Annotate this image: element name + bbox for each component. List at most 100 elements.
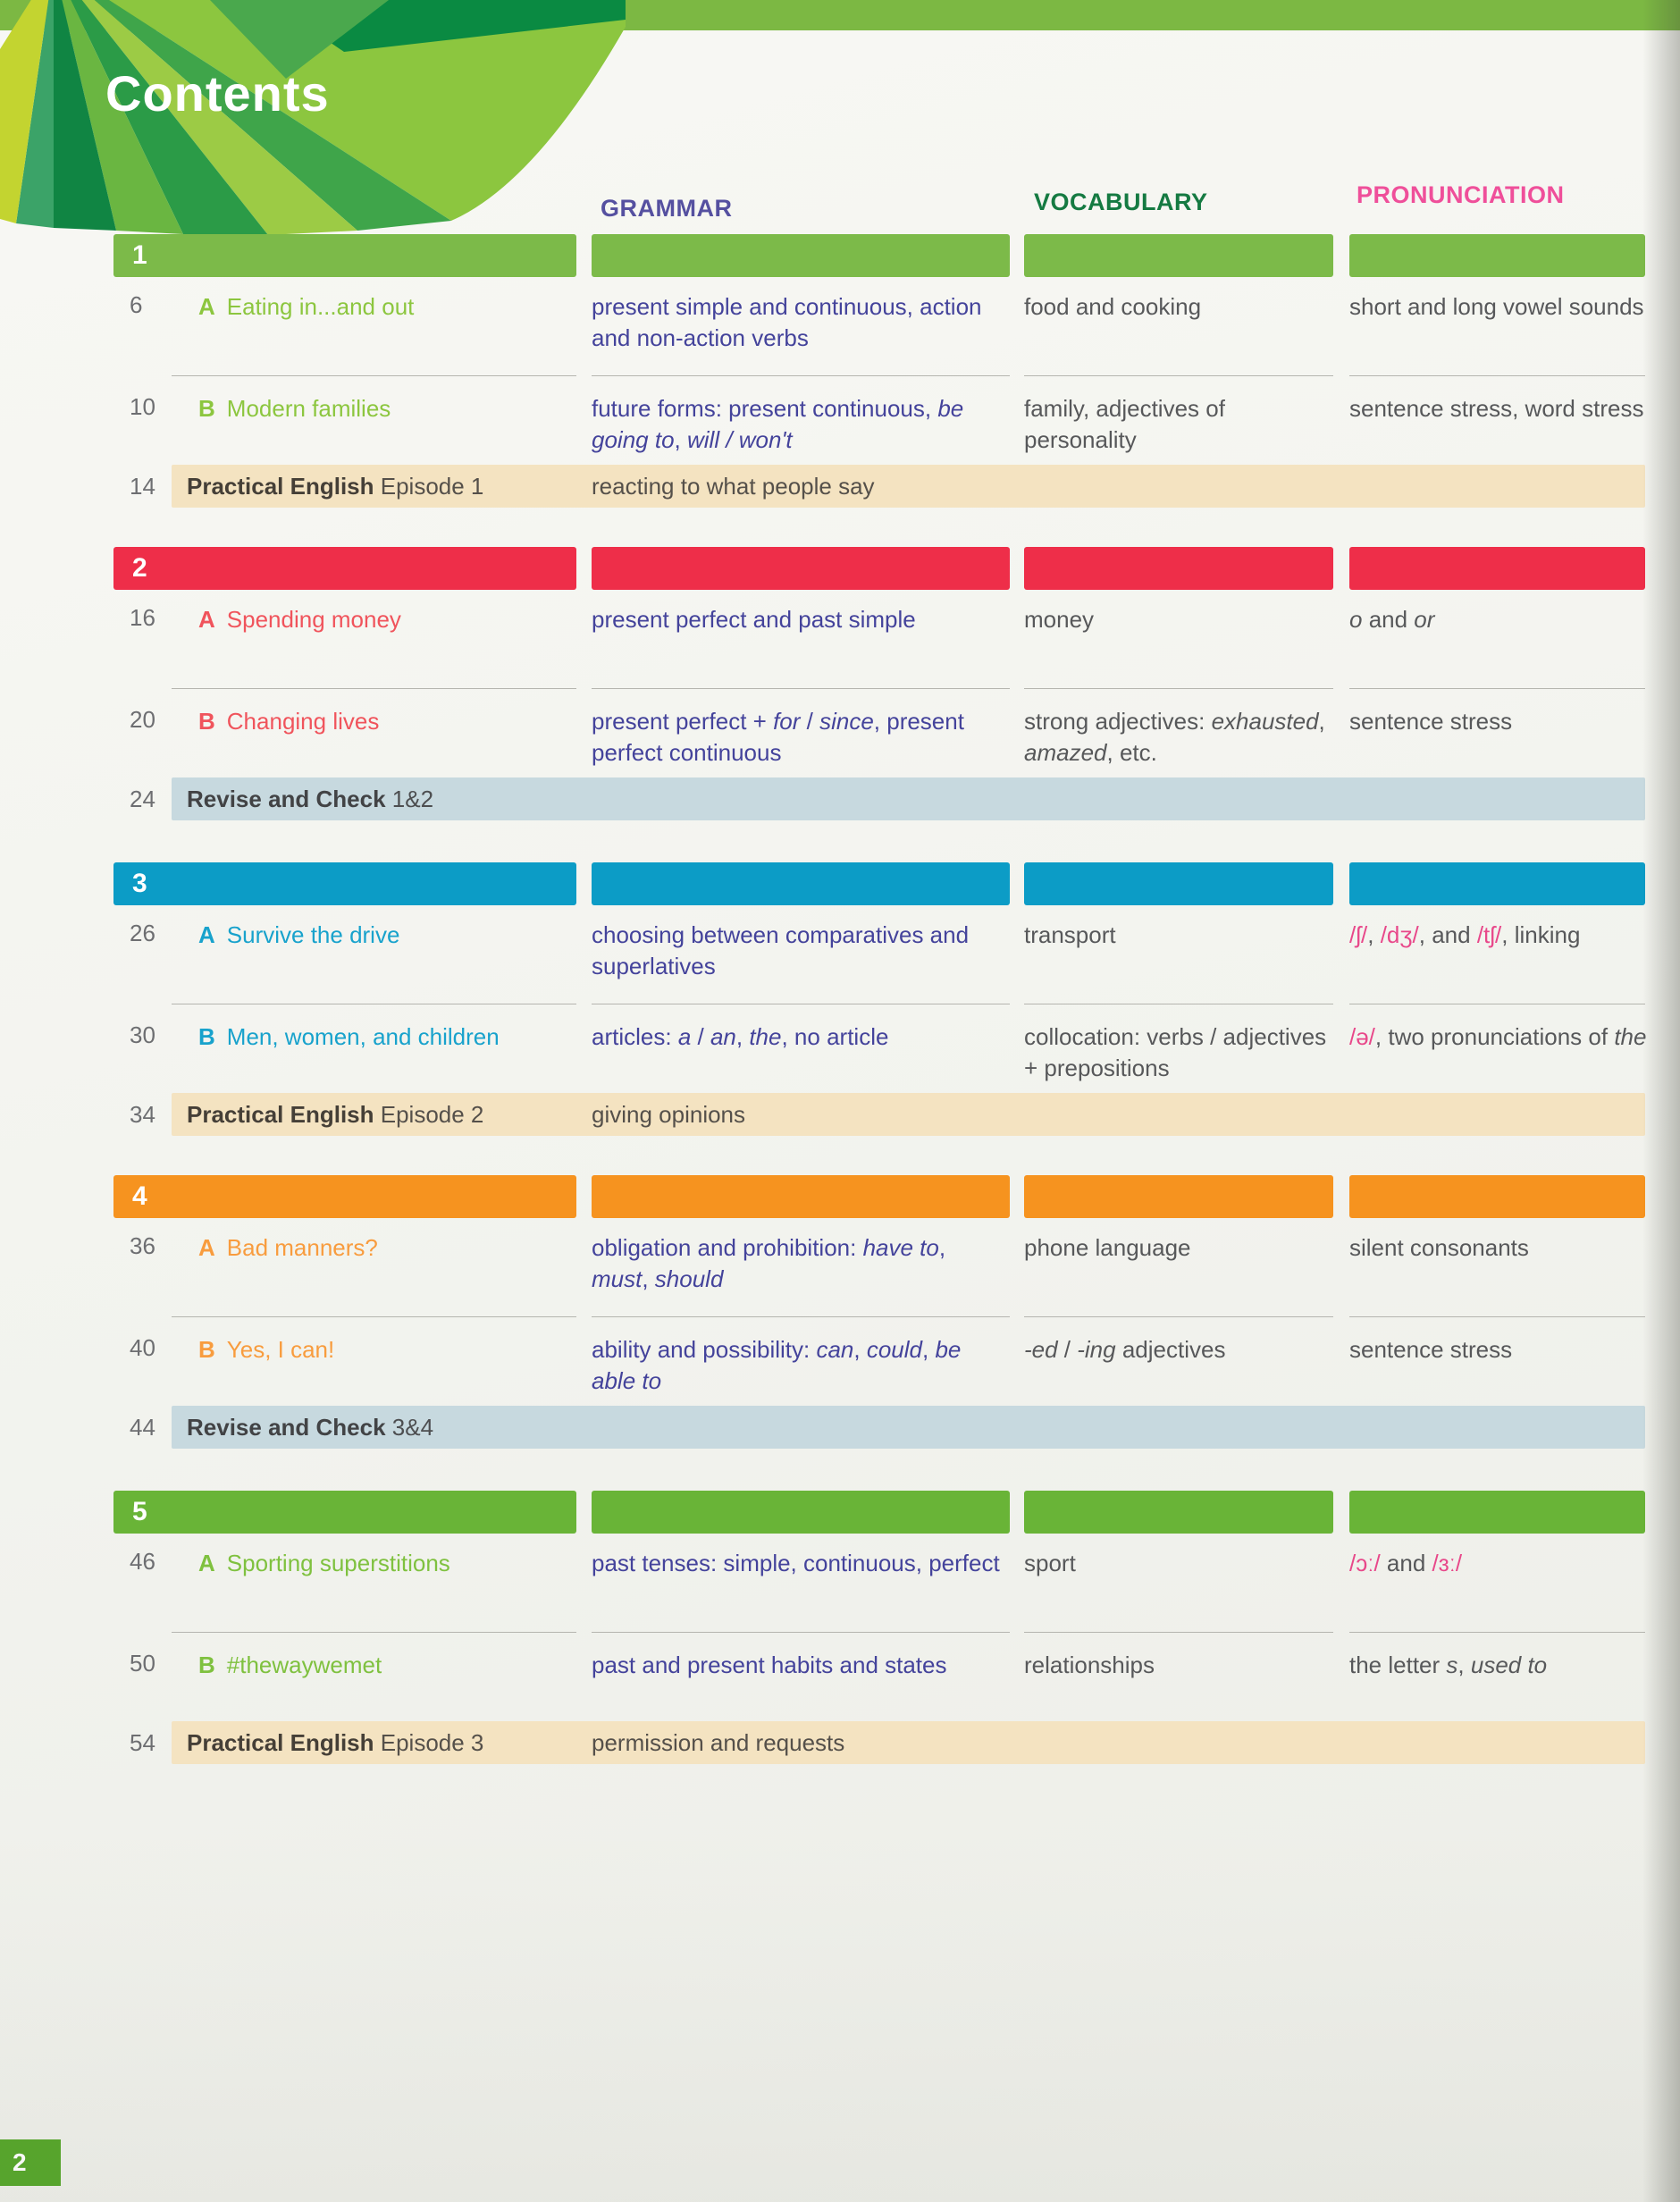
grammar-cell: past and present habits and states — [592, 1652, 947, 1678]
unit-section-4: 4 36 A Bad manners? obligation and prohib… — [113, 1175, 1645, 1449]
page-ref: 24 — [130, 786, 155, 812]
vocabulary-cell: family, adjectives of personality — [1024, 395, 1225, 453]
unit-number: 1 — [132, 240, 147, 270]
grammar-cell: ability and possibility: can, could, be … — [592, 1336, 962, 1394]
page-number-badge: 2 — [0, 2139, 61, 2186]
unit-4-title-bar: 4 — [113, 1175, 576, 1218]
column-header-grammar: GRAMMAR — [601, 195, 733, 222]
unit-4-pronunciation-bar — [1349, 1175, 1645, 1218]
unit-3-vocabulary-bar — [1024, 862, 1333, 905]
lesson-letter: A — [198, 1234, 215, 1261]
lesson-title: A Survive the drive — [198, 920, 583, 951]
lesson-title-text: Sporting superstitions — [226, 1550, 450, 1576]
row-divider — [1349, 375, 1645, 376]
grammar-cell: present perfect + for / since, present p… — [592, 708, 964, 766]
row-divider — [1024, 1632, 1333, 1633]
pronunciation-cell: /ʃ/, /dʒ/, and /tʃ/, linking — [1349, 921, 1581, 948]
unit-5-grammar-bar — [592, 1491, 1010, 1534]
band-detail: giving opinions — [592, 1101, 746, 1128]
band-label: Revise and Check 3&4 — [187, 1414, 434, 1441]
lesson-letter: A — [198, 293, 215, 320]
grammar-cell: obligation and prohibition: have to, mus… — [592, 1234, 946, 1292]
vocabulary-cell: transport — [1024, 921, 1116, 948]
unit-1-title-bar: 1 — [113, 234, 576, 277]
pronunciation-cell: o and or — [1349, 606, 1435, 633]
vocabulary-cell: strong adjectives: exhausted, amazed, et… — [1024, 708, 1325, 766]
page-ref: 44 — [130, 1414, 155, 1441]
grammar-cell: choosing between comparatives and superl… — [592, 921, 970, 979]
lesson-title: A Bad manners? — [198, 1232, 583, 1264]
unit-2-title-bar: 2 — [113, 547, 576, 590]
unit-2-grammar-bar — [592, 547, 1010, 590]
row-divider — [592, 688, 1010, 689]
unit-number: 2 — [132, 553, 147, 583]
page-ref: 36 — [130, 1232, 155, 1259]
vocabulary-cell: sport — [1024, 1550, 1076, 1576]
lesson-title-text: Changing lives — [226, 708, 380, 735]
lesson-letter: B — [198, 1336, 215, 1363]
pronunciation-cell: short and long vowel sounds — [1349, 293, 1644, 320]
lesson-title: A Spending money — [198, 604, 583, 635]
row-divider — [1024, 688, 1333, 689]
page-ref: 6 — [130, 291, 143, 318]
pronunciation-cell: sentence stress — [1349, 1336, 1513, 1363]
lesson-title: B Modern families — [198, 393, 583, 424]
page-ref: 40 — [130, 1334, 155, 1361]
vocabulary-cell: money — [1024, 606, 1095, 633]
row-divider — [592, 375, 1010, 376]
row-divider — [1024, 375, 1333, 376]
column-header-pronunciation: PRONUNCIATION — [1357, 181, 1565, 208]
row-divider — [172, 1632, 576, 1633]
unit-3-title-bar: 3 — [113, 862, 576, 905]
lesson-title: B #thewaywemet — [198, 1650, 583, 1681]
pronunciation-cell: the letter s, used to — [1349, 1652, 1548, 1678]
lesson-letter: B — [198, 1652, 215, 1678]
page-bottom-shading — [0, 1827, 1680, 2202]
vocabulary-cell: food and cooking — [1024, 293, 1202, 320]
page-ref: 16 — [130, 604, 155, 631]
unit-1-pronunciation-bar — [1349, 234, 1645, 277]
unit-3-grammar-bar — [592, 862, 1010, 905]
page-edge-shadow — [1642, 0, 1680, 2202]
lesson-title-text: Bad manners? — [226, 1234, 378, 1261]
page-ref: 34 — [130, 1101, 155, 1128]
lesson-letter: A — [198, 1550, 215, 1576]
pronunciation-cell: sentence stress — [1349, 708, 1513, 735]
unit-5-pronunciation-bar — [1349, 1491, 1645, 1534]
band-label: Practical English Episode 1 — [187, 473, 484, 500]
pronunciation-cell: silent consonants — [1349, 1234, 1529, 1261]
band-label: Practical English Episode 2 — [187, 1101, 484, 1128]
row-divider — [1349, 688, 1645, 689]
lesson-title-text: Eating in...and out — [226, 293, 415, 320]
page-ref: 54 — [130, 1729, 155, 1756]
lesson-title: A Eating in...and out — [198, 291, 583, 323]
page-ref: 46 — [130, 1548, 155, 1575]
vocabulary-cell: collocation: verbs / adjectives + prepos… — [1024, 1023, 1327, 1081]
unit-section-1: 1 6 A Eating in...and out present simple … — [113, 234, 1645, 508]
pronunciation-cell: /ɔː/ and /ɜː/ — [1349, 1550, 1463, 1576]
unit-5-title-bar: 5 — [113, 1491, 576, 1534]
lesson-title-text: Modern families — [226, 395, 391, 422]
unit-number: 4 — [132, 1181, 147, 1211]
unit-number: 3 — [132, 869, 147, 898]
unit-section-2: 2 16 A Spending money present perfect and… — [113, 547, 1645, 820]
lesson-title: B Yes, I can! — [198, 1334, 583, 1366]
unit-section-5: 5 46 A Sporting superstitions past tenses… — [113, 1491, 1645, 1764]
lesson-letter: A — [198, 921, 215, 948]
unit-section-3: 3 26 A Survive the drive choosing between… — [113, 862, 1646, 1136]
band-detail: permission and requests — [592, 1729, 845, 1756]
row-divider — [172, 1316, 576, 1317]
lesson-title: B Changing lives — [198, 706, 583, 737]
pronunciation-cell: /ə/, two pronunciations of the — [1349, 1023, 1647, 1050]
page-ref: 50 — [130, 1650, 155, 1677]
grammar-cell: articles: a / an, the, no article — [592, 1023, 889, 1050]
revise-and-check-band: Revise and Check 3&4 — [172, 1406, 1645, 1449]
lesson-title-text: Spending money — [226, 606, 401, 633]
unit-2-vocabulary-bar — [1024, 547, 1333, 590]
column-header-vocabulary: VOCABULARY — [1034, 189, 1208, 215]
fan-decoration — [0, 0, 626, 235]
page-ref: 10 — [130, 393, 155, 420]
grammar-cell: present perfect and past simple — [592, 606, 916, 633]
lesson-title-text: #thewaywemet — [226, 1652, 382, 1678]
grammar-cell: past tenses: simple, continuous, perfect — [592, 1550, 1000, 1576]
